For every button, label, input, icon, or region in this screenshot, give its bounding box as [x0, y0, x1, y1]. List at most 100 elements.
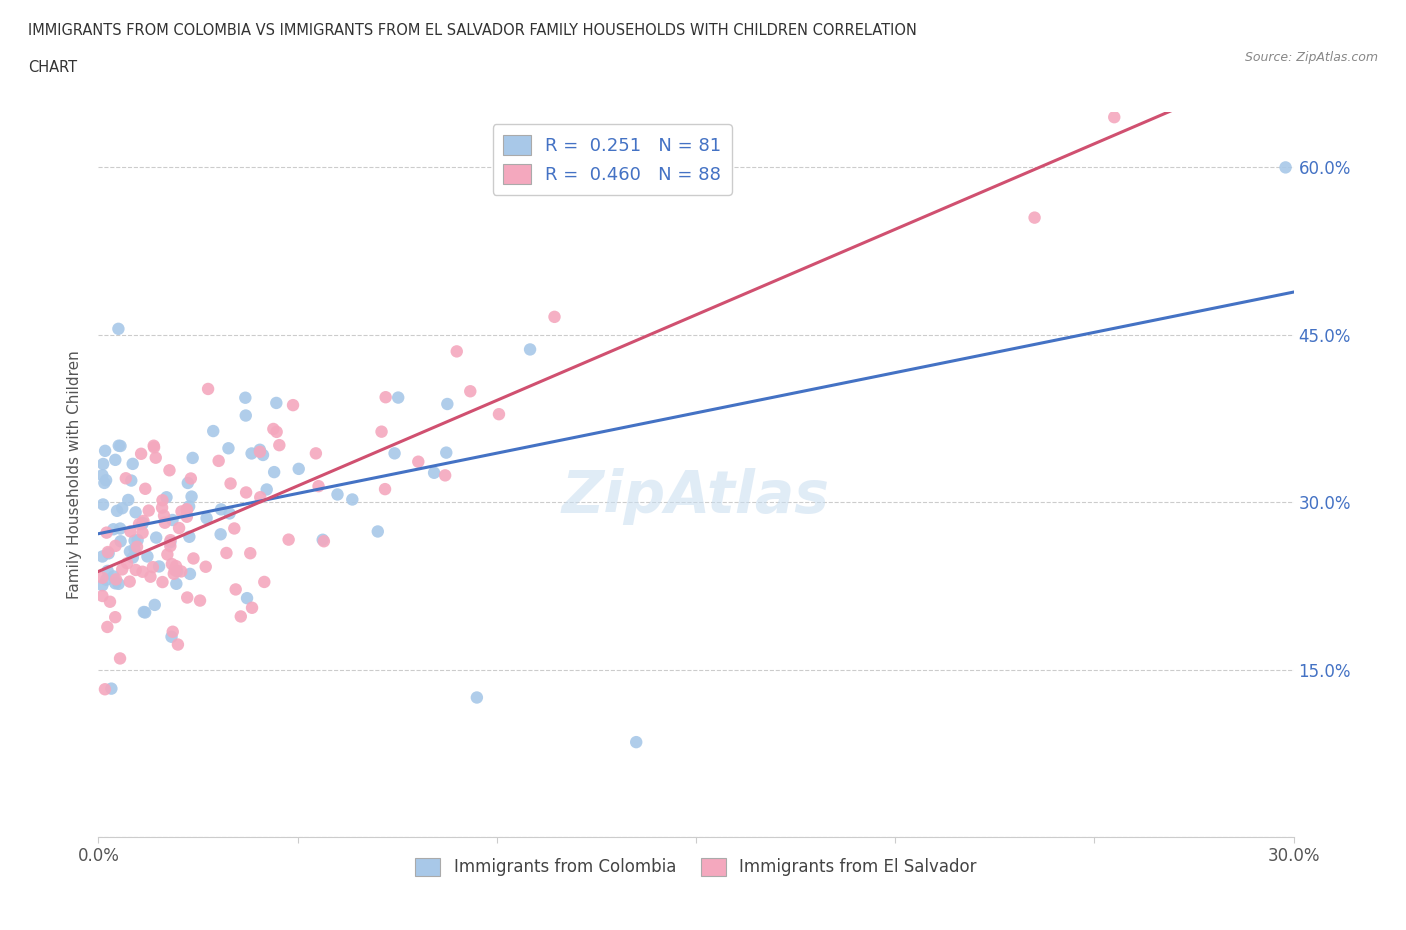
Point	[235, 408, 257, 423]
Point	[235, 485, 257, 500]
Point	[104, 538, 127, 553]
Point	[162, 624, 184, 639]
Point	[177, 475, 200, 490]
Point	[163, 563, 186, 578]
Point	[131, 565, 153, 579]
Point	[202, 424, 225, 439]
Point	[519, 342, 541, 357]
Point	[423, 465, 446, 480]
Point	[208, 454, 231, 469]
Point	[120, 473, 142, 488]
Point	[1274, 160, 1296, 175]
Point	[387, 391, 409, 405]
Point	[446, 344, 468, 359]
Point	[179, 498, 201, 513]
Point	[263, 465, 285, 480]
Point	[104, 610, 127, 625]
Point	[266, 395, 288, 410]
Point	[239, 546, 262, 561]
Point	[111, 562, 134, 577]
Point	[253, 575, 276, 590]
Point	[107, 577, 129, 591]
Point	[143, 597, 166, 612]
Point	[94, 444, 117, 458]
Point	[97, 546, 120, 561]
Point	[145, 450, 167, 465]
Point	[111, 500, 134, 515]
Point	[93, 475, 115, 490]
Point	[1104, 110, 1126, 125]
Point	[165, 577, 187, 591]
Y-axis label: Family Households with Children: Family Households with Children	[67, 350, 83, 599]
Point	[118, 574, 141, 589]
Point	[138, 503, 160, 518]
Point	[163, 566, 186, 581]
Point	[150, 500, 173, 515]
Point	[170, 504, 193, 519]
Text: Source: ZipAtlas.com: Source: ZipAtlas.com	[1244, 51, 1378, 64]
Point	[434, 445, 457, 460]
Point	[236, 591, 259, 605]
Point	[176, 590, 198, 604]
Point	[218, 506, 240, 521]
Point	[249, 490, 271, 505]
Point	[121, 550, 143, 565]
Point	[374, 482, 396, 497]
Point	[110, 439, 132, 454]
Point	[139, 569, 162, 584]
Point	[148, 559, 170, 574]
Point	[128, 517, 150, 532]
Point	[160, 557, 183, 572]
Point	[91, 578, 114, 592]
Point	[114, 471, 136, 485]
Point	[180, 472, 202, 486]
Point	[103, 522, 125, 537]
Point	[312, 534, 335, 549]
Text: CHART: CHART	[28, 60, 77, 75]
Point	[195, 511, 218, 525]
Point	[129, 446, 152, 461]
Point	[107, 322, 129, 337]
Point	[91, 457, 114, 472]
Point	[91, 468, 114, 483]
Point	[465, 690, 488, 705]
Point	[233, 391, 256, 405]
Point	[104, 576, 127, 591]
Point	[488, 406, 510, 421]
Text: IMMIGRANTS FROM COLOMBIA VS IMMIGRANTS FROM EL SALVADOR FAMILY HOUSEHOLDS WITH C: IMMIGRANTS FROM COLOMBIA VS IMMIGRANTS F…	[28, 23, 917, 38]
Point	[209, 502, 232, 517]
Point	[166, 564, 188, 578]
Point	[155, 490, 177, 505]
Point	[277, 532, 299, 547]
Point	[160, 630, 183, 644]
Point	[370, 424, 392, 439]
Point	[240, 601, 263, 616]
Point	[103, 569, 125, 584]
Point	[136, 549, 159, 564]
Point	[626, 735, 648, 750]
Point	[197, 381, 219, 396]
Point	[159, 463, 181, 478]
Point	[153, 508, 176, 523]
Point	[308, 479, 330, 494]
Point	[100, 681, 122, 696]
Point	[132, 604, 155, 619]
Point	[152, 493, 174, 508]
Point	[159, 533, 181, 548]
Point	[229, 609, 252, 624]
Point	[125, 563, 148, 578]
Point	[91, 589, 114, 604]
Point	[131, 516, 153, 531]
Point	[131, 525, 153, 540]
Point	[215, 546, 238, 561]
Point	[117, 493, 139, 508]
Point	[179, 566, 201, 581]
Point	[219, 476, 242, 491]
Point	[374, 390, 396, 405]
Point	[91, 549, 114, 564]
Point	[342, 492, 364, 507]
Point	[225, 582, 247, 597]
Point	[176, 503, 198, 518]
Point	[105, 503, 128, 518]
Point	[120, 524, 142, 538]
